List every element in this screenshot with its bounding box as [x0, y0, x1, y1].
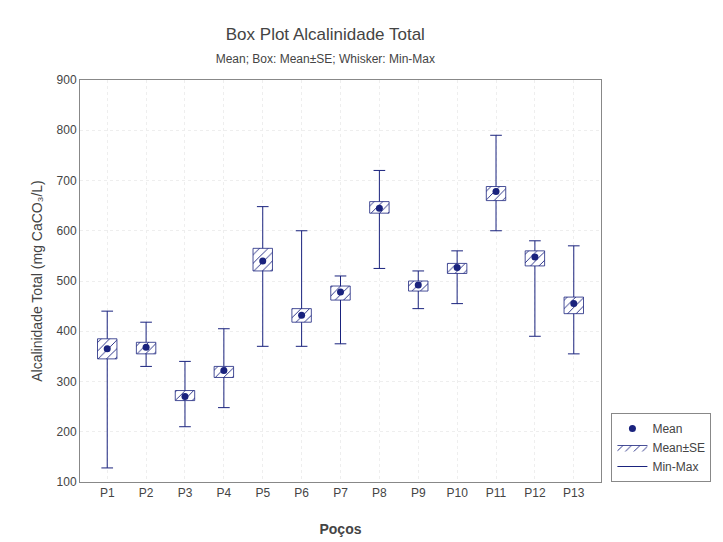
svg-text:P2: P2 — [139, 486, 154, 500]
svg-text:500: 500 — [57, 274, 77, 288]
svg-text:P8: P8 — [372, 486, 387, 500]
svg-text:200: 200 — [57, 425, 77, 439]
svg-text:P4: P4 — [217, 486, 232, 500]
svg-text:Mean; Box: Mean±SE; Whisker: M: Mean; Box: Mean±SE; Whisker: Min-Max — [216, 52, 435, 66]
svg-text:Alcalinidade Total (mg CaCO₃/L: Alcalinidade Total (mg CaCO₃/L) — [29, 180, 45, 382]
svg-text:900: 900 — [57, 73, 77, 87]
svg-text:400: 400 — [57, 324, 77, 338]
svg-text:P11: P11 — [486, 486, 507, 500]
svg-text:300: 300 — [57, 375, 77, 389]
svg-text:P5: P5 — [255, 486, 270, 500]
svg-text:P7: P7 — [333, 486, 348, 500]
svg-text:Mean±SE: Mean±SE — [652, 441, 705, 455]
svg-text:Poços: Poços — [319, 521, 361, 537]
svg-text:800: 800 — [57, 123, 77, 137]
svg-text:P6: P6 — [294, 486, 309, 500]
svg-text:700: 700 — [57, 174, 77, 188]
svg-text:P13: P13 — [563, 486, 585, 500]
svg-text:P3: P3 — [178, 486, 193, 500]
svg-text:Box Plot Alcalinidade Total: Box Plot Alcalinidade Total — [226, 25, 425, 44]
svg-text:Min-Max: Min-Max — [652, 460, 698, 474]
svg-text:P9: P9 — [411, 486, 426, 500]
svg-text:P12: P12 — [524, 486, 546, 500]
svg-text:Mean: Mean — [652, 422, 682, 436]
svg-text:100: 100 — [57, 475, 77, 489]
svg-text:P1: P1 — [100, 486, 115, 500]
svg-text:P10: P10 — [446, 486, 468, 500]
svg-text:600: 600 — [57, 224, 77, 238]
